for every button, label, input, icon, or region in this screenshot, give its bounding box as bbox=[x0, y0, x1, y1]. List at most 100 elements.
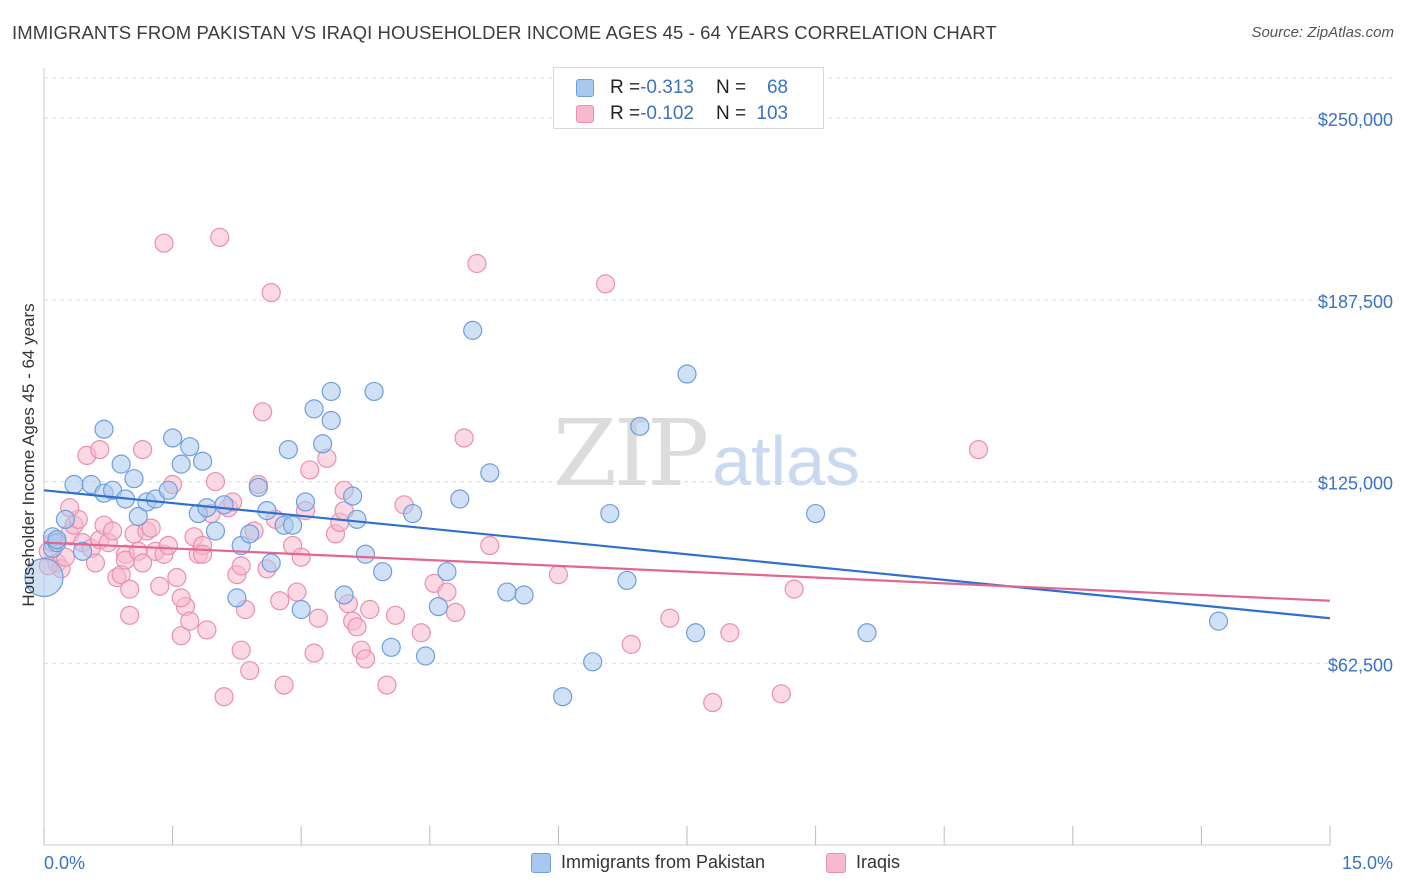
iraqi-point bbox=[132, 439, 153, 460]
iraqi-point bbox=[167, 567, 187, 588]
pakistan-point bbox=[553, 687, 573, 707]
pakistan-swatch bbox=[531, 852, 551, 873]
x-tick-label: 0.0% bbox=[44, 853, 85, 873]
iraqi-point bbox=[120, 605, 140, 625]
iraqi-point bbox=[171, 626, 191, 646]
iraqi-point bbox=[231, 556, 251, 576]
pakistan-point bbox=[180, 437, 200, 457]
iraqi-point bbox=[205, 471, 226, 492]
iraqi-point bbox=[720, 623, 740, 643]
pakistan-point bbox=[415, 646, 436, 666]
pakistan-point bbox=[94, 419, 114, 439]
pakistan-point bbox=[343, 486, 363, 506]
points-layer bbox=[24, 227, 1229, 713]
pakistan-point bbox=[321, 410, 341, 431]
iraqi-point bbox=[253, 402, 273, 422]
pakistan-point bbox=[355, 544, 376, 564]
y-tick-label: $125,000 bbox=[1318, 474, 1393, 494]
pakistan-point bbox=[283, 515, 303, 535]
pakistan-point bbox=[278, 439, 298, 460]
y-tick-label: $62,500 bbox=[1328, 655, 1393, 675]
iraqi-point bbox=[703, 692, 723, 713]
pakistan-point bbox=[514, 585, 534, 605]
iraqi-trend-line bbox=[43, 541, 1331, 602]
pakistan-point bbox=[261, 553, 281, 573]
iraqi-point bbox=[304, 643, 324, 663]
iraqi-point bbox=[261, 282, 281, 303]
pakistan-point bbox=[205, 521, 226, 541]
trend-layer bbox=[43, 489, 1331, 620]
pakistan-point bbox=[428, 596, 448, 617]
iraqi-point bbox=[784, 579, 804, 599]
pakistan-point bbox=[381, 637, 401, 657]
pakistan-point bbox=[334, 585, 354, 605]
pakistan-point bbox=[72, 541, 93, 561]
pakistan-point bbox=[463, 320, 483, 340]
pakistan-point bbox=[304, 399, 324, 419]
r-label: R = bbox=[610, 77, 641, 98]
pakistan-point bbox=[227, 588, 247, 608]
pakistan-point bbox=[193, 451, 213, 471]
pakistan-point bbox=[437, 562, 457, 582]
n-label: N = bbox=[715, 103, 747, 124]
n-value: 103 bbox=[756, 103, 789, 124]
iraqi-point bbox=[274, 675, 294, 695]
x-tick-label: 15.0% bbox=[1342, 853, 1393, 873]
iraqi-point bbox=[158, 535, 178, 556]
pakistan-point bbox=[600, 503, 620, 524]
pakistan-point bbox=[240, 524, 260, 544]
pakistan-swatch bbox=[576, 79, 594, 97]
pakistan-point bbox=[677, 364, 697, 384]
pakistan-point bbox=[257, 501, 277, 521]
axis-layer bbox=[43, 68, 1331, 846]
pakistan-point bbox=[128, 506, 148, 527]
pakistan-point bbox=[857, 623, 877, 643]
iraqi-point bbox=[141, 518, 161, 538]
iraqi-point bbox=[411, 623, 431, 643]
iraqi-point bbox=[385, 605, 406, 625]
iraqi-point bbox=[360, 599, 380, 620]
iraqi-point bbox=[968, 439, 989, 460]
pakistan-point bbox=[373, 562, 393, 582]
legend-item-iraqis[interactable]: Iraqis bbox=[826, 852, 900, 873]
pakistan-point bbox=[163, 428, 183, 448]
pakistan-point bbox=[583, 652, 603, 672]
pakistan-point bbox=[24, 557, 64, 598]
iraqi-point bbox=[660, 608, 680, 628]
iraqi-point bbox=[300, 460, 320, 480]
iraqi-point bbox=[454, 428, 474, 448]
pakistan-point bbox=[347, 509, 367, 529]
pakistan-point bbox=[124, 469, 144, 489]
r-value: -0.313 bbox=[640, 77, 694, 98]
iraqi-point bbox=[231, 640, 251, 660]
pakistan-point bbox=[480, 463, 500, 483]
pakistan-point bbox=[295, 492, 316, 512]
iraqi-point bbox=[548, 565, 569, 585]
pakistan-point bbox=[617, 570, 637, 591]
iraqi-point bbox=[85, 553, 106, 573]
pakistan-point bbox=[111, 454, 131, 474]
pakistan-point bbox=[214, 495, 234, 515]
pakistan-point bbox=[248, 477, 268, 497]
iraqi-point bbox=[771, 684, 791, 704]
iraqis-swatch bbox=[576, 105, 594, 123]
iraqi-point bbox=[102, 521, 123, 541]
correlation-legend: R = -0.313 N = 68 R = -0.102 N = 103 bbox=[553, 67, 824, 129]
legend-row-pakistan: R = -0.313 N = 68 bbox=[576, 75, 788, 101]
pakistan-point bbox=[313, 434, 333, 454]
chart-title: IMMIGRANTS FROM PAKISTAN VS IRAQI HOUSEH… bbox=[12, 22, 997, 43]
legend-item-pakistan[interactable]: Immigrants from Pakistan bbox=[531, 852, 765, 873]
iraqi-point bbox=[347, 617, 367, 637]
y-tick-label: $187,500 bbox=[1318, 292, 1393, 312]
legend-row-iraqis: R = -0.102 N = 103 bbox=[576, 101, 788, 127]
n-value: 68 bbox=[766, 77, 789, 98]
pakistan-point bbox=[1208, 611, 1229, 631]
labels-layer: $62,500 $125,000 $187,500 $250,000 0.0% 15.0%… bbox=[19, 110, 1393, 873]
n-label: N = bbox=[715, 77, 747, 98]
iraqi-point bbox=[467, 253, 487, 274]
iraqi-point bbox=[291, 547, 311, 567]
pakistan-point bbox=[450, 489, 470, 509]
iraqi-point bbox=[210, 227, 230, 247]
iraqi-point bbox=[595, 274, 616, 294]
r-label: R = bbox=[610, 103, 641, 124]
